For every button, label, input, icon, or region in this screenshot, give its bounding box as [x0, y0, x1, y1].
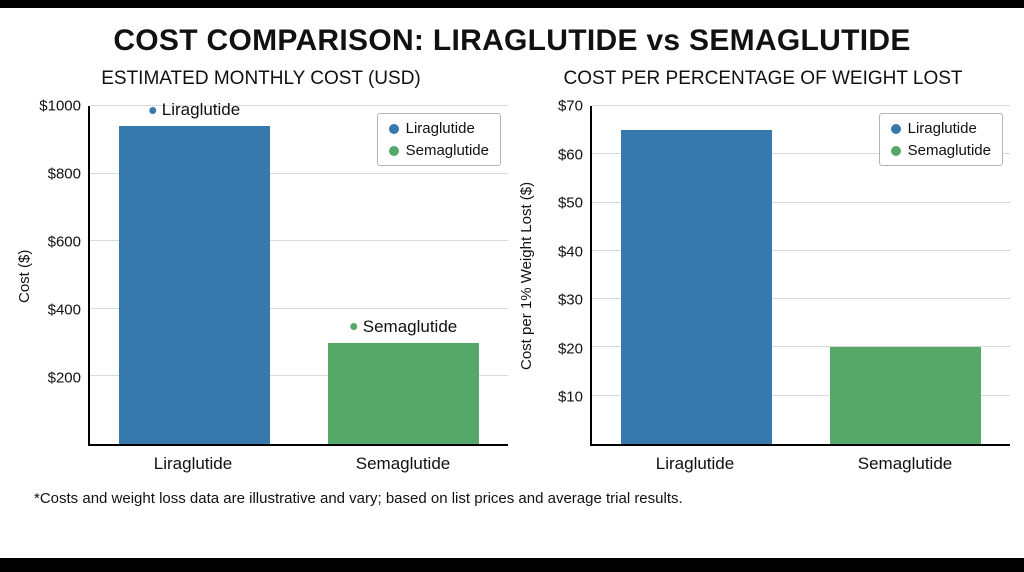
bar-liraglutide [621, 130, 772, 444]
chart-title: COST PER PERCENTAGE OF WEIGHT LOST [563, 68, 963, 89]
bar-slot [592, 106, 801, 444]
y-tick-label: $40 [557, 243, 583, 261]
footnote: *Costs and weight loss data are illustra… [34, 490, 683, 507]
gridline [90, 172, 508, 174]
letterbox-top [0, 0, 1024, 8]
main-title: COST COMPARISON: LIRAGLUTIDE vs SEMAGLUT… [113, 24, 911, 57]
legend-swatch [890, 123, 901, 134]
charts-row: ESTIMATED MONTHLY COST (USD) Cost ($) $2… [0, 68, 1024, 474]
bars: Liraglutide Semaglutide [90, 100, 508, 444]
y-tick-label: $200 [47, 369, 81, 387]
x-tick-label: Semaglutide [857, 454, 953, 473]
annotation-label: Semaglutide [362, 316, 458, 336]
bar-semaglutide [830, 347, 981, 444]
bar-slot: Liraglutide [90, 100, 299, 444]
y-tick-label: $30 [557, 291, 583, 309]
gridline [90, 307, 508, 309]
bar-slot [801, 106, 1010, 444]
legend-swatch [890, 145, 901, 156]
gridline [592, 201, 1010, 203]
gridline [90, 105, 508, 106]
y-axis-label: Cost per 1% Weight Lost ($) [518, 181, 535, 371]
y-tick-label: $50 [557, 194, 583, 212]
y-tick-label: $800 [47, 165, 81, 183]
legend-label: Liraglutide [907, 120, 977, 137]
x-tick-labels: Liraglutide Semaglutide [88, 446, 508, 474]
bar-slot: Semaglutide [299, 106, 508, 444]
gridline [592, 153, 1010, 155]
letterbox-bottom [0, 558, 1024, 572]
y-axis-label: Cost ($) [16, 249, 33, 303]
chart-title: ESTIMATED MONTHLY COST (USD) [101, 68, 421, 89]
plot-area: Liraglutide Semaglutide [590, 105, 1010, 446]
legend-item: Liraglutide [388, 120, 489, 137]
bar-annotation: Semaglutide [349, 316, 458, 337]
chart-estimated-monthly-cost: ESTIMATED MONTHLY COST (USD) Cost ($) $2… [14, 68, 508, 474]
legend: Liraglutide Semaglutide [376, 113, 501, 166]
y-tick-label: $60 [557, 146, 583, 164]
x-tick-labels: Liraglutide Semaglutide [590, 446, 1010, 474]
legend-label: Semaglutide [907, 142, 991, 159]
legend-item: Liraglutide [890, 120, 991, 137]
legend: Liraglutide Semaglutide [878, 113, 1003, 166]
plot-area: Liraglutide Semaglutide Liraglutide Semagl… [88, 100, 508, 446]
y-tick-labels: $10 $20 $30 $40 $50 $60 $70 [538, 98, 590, 446]
annotation-dot [349, 323, 357, 331]
y-tick-label: $20 [557, 340, 583, 358]
legend-item: Semaglutide [890, 142, 991, 159]
gridline [90, 240, 508, 242]
bar-liraglutide [119, 126, 270, 444]
bars [592, 106, 1010, 444]
chart-cost-per-weight-lost: COST PER PERCENTAGE OF WEIGHT LOST Cost … [516, 68, 1010, 474]
gridline [592, 298, 1010, 300]
legend-swatch [388, 145, 399, 156]
gridline [592, 105, 1010, 106]
legend-swatch [388, 123, 399, 134]
gridline [592, 346, 1010, 348]
y-tick-label: $70 [557, 97, 583, 115]
gridline [90, 375, 508, 377]
annotation-label: Liraglutide [161, 100, 241, 120]
gridline [592, 394, 1010, 396]
y-tick-label: $400 [47, 301, 81, 319]
y-tick-label: $1000 [39, 97, 81, 115]
y-tick-labels: $200 $400 $600 $800 $1000 [36, 98, 88, 446]
annotation-dot [148, 106, 156, 114]
bar-semaglutide [328, 342, 479, 444]
y-tick-label: $600 [47, 233, 81, 251]
legend-label: Semaglutide [405, 142, 489, 159]
x-tick-label: Liraglutide [655, 454, 735, 473]
x-tick-label: Semaglutide [355, 454, 451, 473]
y-tick-label: $10 [557, 388, 583, 406]
legend-label: Liraglutide [405, 120, 475, 137]
legend-item: Semaglutide [388, 142, 489, 159]
bar-annotation: Liraglutide [148, 100, 241, 120]
x-tick-label: Liraglutide [153, 454, 233, 473]
gridline [592, 249, 1010, 251]
